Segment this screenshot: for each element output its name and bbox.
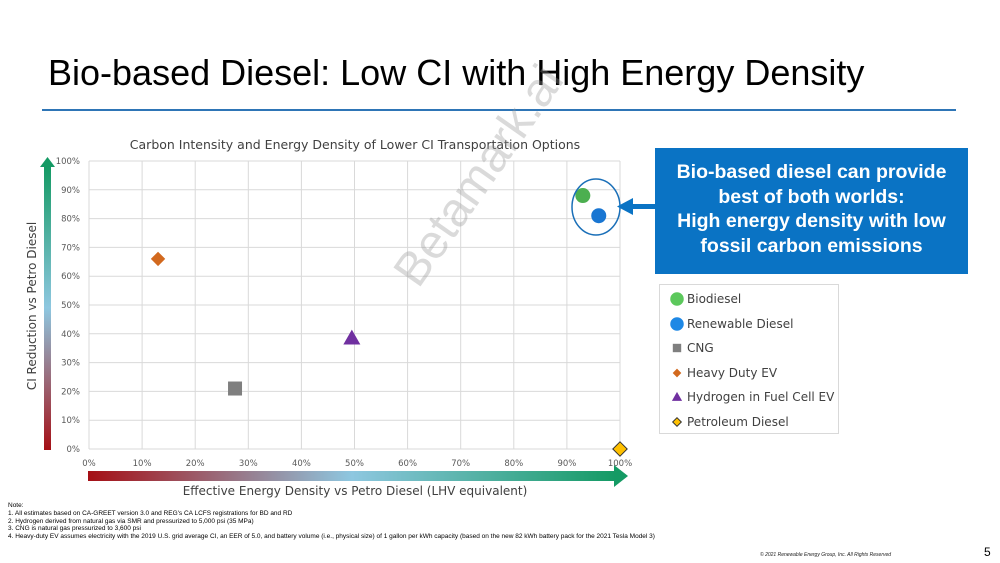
x-tick-label: 0% — [82, 459, 96, 469]
callout-line: best of both worlds: — [718, 185, 905, 208]
data-points — [150, 188, 628, 457]
y-tick-label: 20% — [61, 387, 80, 397]
legend-item-heavy-duty-ev: Heavy Duty EV — [670, 364, 777, 382]
y-tick-label: 10% — [61, 416, 80, 426]
legend-marker-heavy-duty-ev — [670, 366, 684, 380]
chart-legend: Biodiesel Renewable Diesel CNG Heavy Duty E… — [659, 284, 839, 434]
y-tick-label: 40% — [61, 330, 80, 340]
highlight-circle — [571, 178, 621, 236]
legend-marker-cng — [670, 341, 684, 355]
page-number: 5 — [984, 545, 991, 559]
y-tick-label: 50% — [61, 301, 80, 311]
callout-line: Bio-based diesel can provide — [676, 161, 947, 183]
legend-item-cng: CNG — [670, 339, 714, 357]
chart-title: Carbon Intensity and Energy Density of L… — [130, 137, 580, 152]
heavy-duty-ev-point — [150, 251, 166, 267]
callout-line: High energy density with low — [677, 210, 946, 232]
x-tick-label: 50% — [345, 459, 364, 469]
legend-label: CNG — [687, 341, 714, 355]
x-tick-label: 70% — [451, 459, 470, 469]
callout-arrow-icon — [617, 198, 656, 215]
x-axis-label: Effective Energy Density vs Petro Diesel… — [183, 484, 528, 498]
y-tick-label: 0% — [67, 445, 81, 455]
legend-label: Biodiesel — [687, 292, 742, 306]
petroleum-diesel-point — [612, 441, 628, 457]
legend-item-biodiesel: Biodiesel — [670, 290, 741, 308]
x-tick-label: 20% — [186, 459, 205, 469]
legend-label: Renewable Diesel — [687, 316, 794, 331]
y-tick-label: 80% — [61, 215, 80, 225]
x-tick-label: 40% — [292, 459, 311, 469]
x-tick-labels: 0% 10% 20% 30% 40% 50% 60% 70% 80% 90% 100% — [82, 459, 632, 469]
x-tick-label: 90% — [557, 459, 576, 469]
y-axis-arrow-bar — [44, 166, 51, 450]
y-tick-label: 100% — [56, 157, 80, 167]
y-tick-label: 30% — [61, 359, 80, 369]
x-tick-label: 80% — [504, 459, 523, 469]
gridlines — [88, 160, 621, 450]
y-tick-label: 60% — [61, 272, 80, 282]
legend-renewable-diesel-point — [670, 316, 684, 331]
x-tick-label: 100% — [608, 459, 632, 469]
hydrogen-in-fuel-cell-ev-point — [343, 329, 361, 345]
copyright: © 2021 Renewable Energy Group, Inc. All … — [760, 552, 892, 558]
x-axis-arrow-head — [614, 465, 628, 487]
legend-biodiesel-point — [670, 292, 684, 306]
biodiesel-point — [575, 188, 591, 204]
legend-cng-point — [672, 343, 682, 353]
legend-marker-petroleum-diesel — [670, 415, 684, 429]
legend-label: Hydrogen in Fuel Cell EV — [687, 390, 835, 404]
notes-heading: Note: — [8, 502, 24, 509]
y-tick-labels: 0% 10% 20% 30% 40% 50% 60% 70% 80% 90% 100% — [56, 157, 80, 455]
legend-marker-renewable-diesel — [670, 316, 684, 331]
x-axis-arrow-bar — [88, 471, 616, 481]
title-divider — [42, 109, 956, 111]
legend-hydrogen-in-fuel-cell-ev-point — [671, 391, 683, 401]
cng-point — [228, 381, 243, 396]
legend-item-renewable-diesel: Renewable Diesel — [670, 315, 793, 333]
x-tick-label: 60% — [398, 459, 417, 469]
legend-marker-biodiesel — [670, 292, 684, 306]
legend-item-hydrogen-in-fuel-cell-ev: Hydrogen in Fuel Cell EV — [670, 388, 834, 406]
renewable-diesel-point — [591, 208, 607, 224]
y-axis-arrow-head — [40, 157, 55, 167]
footnotes: Note: 1. All estimates based on CA-GREET… — [8, 502, 655, 541]
legend-marker-hydrogen-in-fuel-cell-ev — [670, 390, 684, 404]
y-tick-label: 70% — [61, 243, 80, 253]
y-axis-label: CI Reduction vs Petro Diesel — [25, 222, 39, 390]
callout-line: fossil carbon emissions — [700, 234, 923, 257]
x-tick-label: 30% — [239, 459, 258, 469]
slide-title: Bio-based Diesel: Low CI with High Energ… — [48, 52, 865, 93]
legend-item-petroleum-diesel: Petroleum Diesel — [670, 413, 789, 431]
x-tick-label: 10% — [133, 459, 152, 469]
legend-petroleum-diesel-point — [671, 416, 683, 427]
legend-label: Heavy Duty EV — [687, 365, 778, 380]
footnote-line: 2. Hydrogen derived from natural gas via… — [8, 517, 254, 525]
callout-box: Bio-based diesel can provide best of bot… — [655, 148, 968, 274]
footnote-line: 1. All estimates based on CA-GREET versi… — [8, 509, 293, 517]
legend-heavy-duty-ev-point — [672, 368, 682, 377]
footnote-line: 4. Heavy-duty EV assumes electricity wit… — [8, 533, 655, 541]
legend-label: Petroleum Diesel — [687, 414, 789, 429]
y-tick-label: 90% — [61, 186, 80, 196]
footnote-line: 3. CNG is natural gas pressurized to 3,6… — [8, 525, 141, 533]
